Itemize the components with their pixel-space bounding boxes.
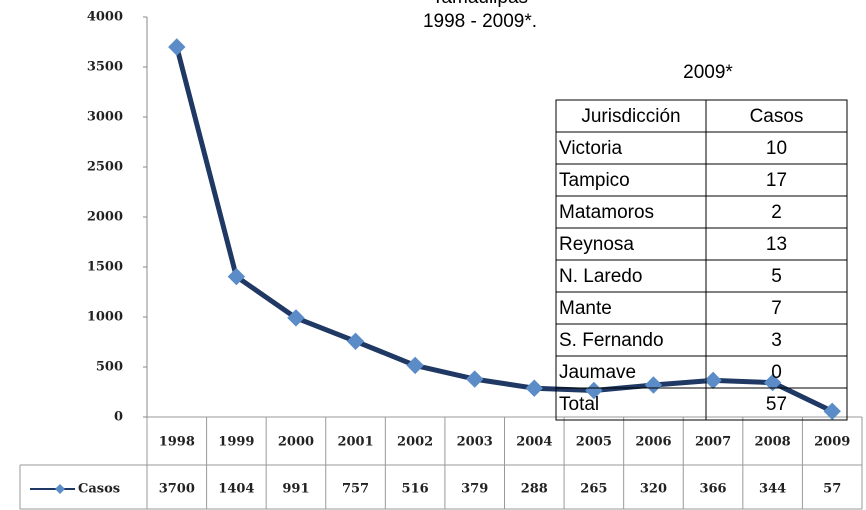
data-table-value: 3700 <box>159 482 195 497</box>
data-table-value: 57 <box>823 482 841 497</box>
data-table-value: 1404 <box>218 482 254 497</box>
table-title: 2009* <box>683 62 733 83</box>
x-tick-label: 1999 <box>218 435 254 450</box>
inset-cell: 17 <box>766 170 787 191</box>
inset-cell: Mante <box>559 298 612 319</box>
y-tick-label: 0 <box>114 410 123 425</box>
marker <box>287 309 305 327</box>
x-tick-label: 2009 <box>814 435 850 450</box>
data-table-value: 288 <box>521 482 548 497</box>
inset-cell: Jaumave <box>559 362 636 383</box>
data-table-value: 516 <box>402 482 429 497</box>
data-table-value: 991 <box>282 482 309 497</box>
inset-cell: S. Fernando <box>559 330 664 351</box>
x-tick-label: 2003 <box>457 435 493 450</box>
data-table-value: 265 <box>580 482 607 497</box>
inset-cell: Total <box>559 394 599 415</box>
inset-cell: Tampico <box>559 170 630 191</box>
inset-cell: N. Laredo <box>559 266 642 287</box>
y-tick-label: 3500 <box>87 60 123 75</box>
x-tick-label: 2006 <box>635 435 671 450</box>
y-tick-label: 1500 <box>87 260 123 275</box>
x-tick-label: 2004 <box>516 435 552 450</box>
marker <box>227 267 246 286</box>
inset-cell: 13 <box>766 234 787 255</box>
y-tick-label: 4000 <box>87 10 123 25</box>
x-tick-label: 2007 <box>695 435 731 450</box>
x-tick-label: 2005 <box>576 435 612 450</box>
inset-cell: Victoria <box>559 138 622 159</box>
inset-cell: 0 <box>771 362 782 383</box>
marker <box>406 356 424 375</box>
y-tick-label: 1000 <box>87 310 123 325</box>
inset-cell: Matamoros <box>559 202 654 223</box>
x-tick-label: 2000 <box>278 435 314 450</box>
inset-cell: 3 <box>771 330 782 351</box>
y-tick-label: 500 <box>96 360 123 375</box>
inset-cell: 7 <box>771 298 782 319</box>
data-table-value: 379 <box>461 482 488 497</box>
chart-subtitle: 1998 - 2009*. <box>423 11 537 32</box>
x-tick-label: 2001 <box>337 435 373 450</box>
marker <box>644 376 663 394</box>
data-table-value: 344 <box>759 482 786 497</box>
x-tick-label: 2008 <box>755 435 791 450</box>
marker <box>763 373 782 392</box>
y-tick-label: 2500 <box>87 160 123 175</box>
marker <box>346 332 365 351</box>
marker <box>823 402 841 421</box>
x-tick-label: 1998 <box>159 435 195 450</box>
data-table-value: 366 <box>699 482 726 497</box>
legend-label: Casos <box>78 482 120 497</box>
inset-cell: 5 <box>771 266 782 287</box>
x-tick-label: 2002 <box>397 435 433 450</box>
data-table-value: 320 <box>640 482 667 497</box>
inset-cell: Casos <box>750 106 804 127</box>
marker <box>168 38 186 56</box>
marker <box>466 370 484 388</box>
inset-cell: 2 <box>771 202 782 223</box>
data-table-value: 757 <box>342 482 369 497</box>
inset-cell: 57 <box>766 394 787 415</box>
marker <box>704 371 722 390</box>
inset-cell: Reynosa <box>559 234 634 255</box>
marker <box>525 379 543 397</box>
y-tick-label: 2000 <box>87 210 123 225</box>
y-tick-label: 3000 <box>87 110 123 125</box>
inset-cell: 10 <box>766 138 787 159</box>
legend-marker <box>55 484 65 494</box>
inset-cell: Jurisdicción <box>581 106 680 127</box>
series-line <box>174 46 834 414</box>
chart-title: Tamaulipas <box>432 0 528 8</box>
